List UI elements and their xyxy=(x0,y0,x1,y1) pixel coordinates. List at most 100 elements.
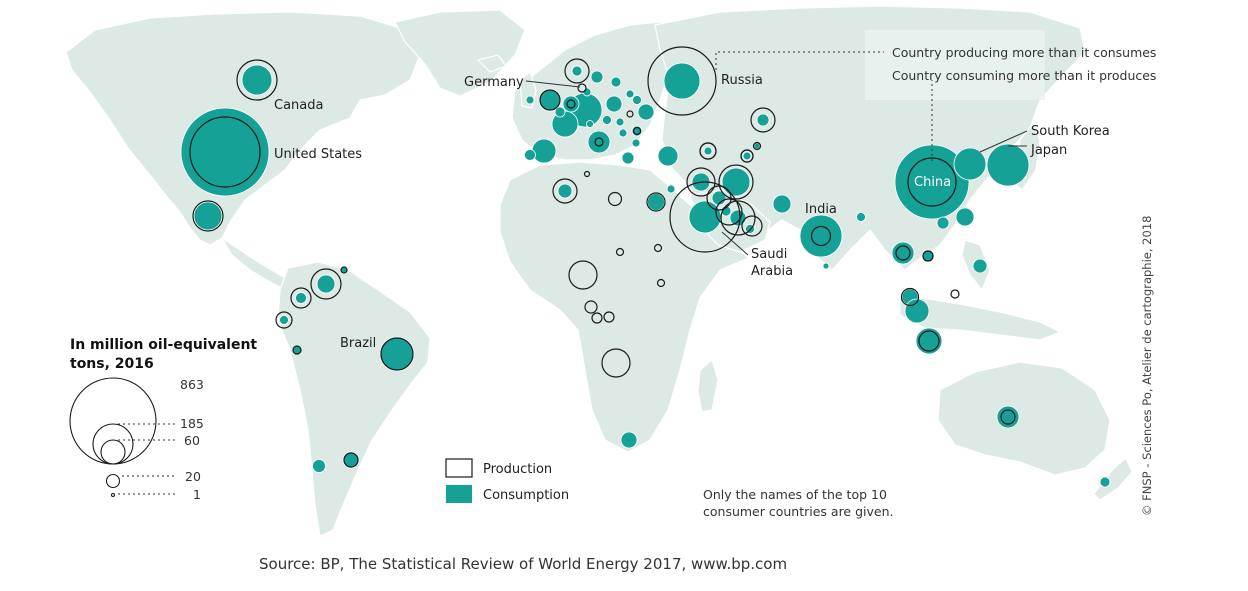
new-zealand-land xyxy=(1093,457,1133,501)
note-line1: Only the names of the top 10 xyxy=(703,487,887,502)
argentina-consumption xyxy=(342,451,360,469)
ireland-consumption xyxy=(525,95,535,105)
peru-production xyxy=(292,345,302,355)
turkmenistan-consumption xyxy=(742,151,752,161)
india-consumption xyxy=(799,214,843,258)
credit-text: © FNSP - Sciences Po, Atelier de cartogr… xyxy=(1140,216,1154,516)
germany-leader xyxy=(525,80,581,88)
south-korea-consumption xyxy=(953,147,987,181)
brunei-production xyxy=(950,289,960,299)
angola-production xyxy=(601,348,631,378)
saudi-consumption xyxy=(688,200,722,234)
congo-production xyxy=(603,311,615,323)
uae-consumption xyxy=(729,209,747,227)
czechia-consumption xyxy=(602,115,612,125)
nigeria-production xyxy=(568,260,598,290)
source-text: Source: BP, The Statistical Review of Wo… xyxy=(259,555,787,573)
label-brazil: Brazil xyxy=(340,336,376,351)
chile-consumption xyxy=(312,459,326,473)
legend-size-60: 60 xyxy=(184,433,200,448)
uk-consumption xyxy=(538,88,562,112)
size-legend: In million oil-equivalent tons, 2016 863… xyxy=(69,337,257,502)
syria-yemen-production xyxy=(699,142,717,160)
mexico-production xyxy=(192,200,224,232)
kuwait-production xyxy=(706,185,732,211)
legend-consumption-swatch xyxy=(446,485,472,503)
indonesia-production xyxy=(918,330,940,352)
annotation-producing-more: Country producing more than it consumes xyxy=(892,45,1156,60)
legend-circle-1 xyxy=(110,492,116,498)
belgium-consumption xyxy=(554,106,566,118)
bulgaria-consumption xyxy=(631,138,641,148)
south-korea-leader xyxy=(979,130,1028,153)
trinidad-production xyxy=(340,266,348,274)
producing-more-leader xyxy=(715,51,884,70)
usa-production xyxy=(189,116,261,188)
denmark-production xyxy=(577,83,587,93)
legend-size-863: 863 xyxy=(180,377,204,392)
hong-kong-consumption xyxy=(936,216,950,230)
madagascar-land xyxy=(697,358,719,413)
venezuela-consumption xyxy=(316,274,336,294)
egypt-production xyxy=(646,192,666,212)
production-rings xyxy=(189,46,1016,468)
pakistan-consumption xyxy=(772,194,792,214)
italy-consumption xyxy=(587,130,611,154)
romania-production xyxy=(632,126,642,136)
azerbaijan-consumption xyxy=(703,146,713,156)
chad-production xyxy=(615,247,625,257)
label-saudi-line2: Arabia xyxy=(751,264,793,279)
label-china: China xyxy=(914,175,951,190)
belarus-consumption xyxy=(632,95,642,105)
oman-production xyxy=(741,215,763,237)
bangladesh-consumption xyxy=(856,212,866,222)
brazil-production xyxy=(380,337,414,371)
new-zealand-consumption xyxy=(1099,476,1111,488)
libya-production xyxy=(607,191,623,207)
qatar-production xyxy=(715,198,743,226)
kuwait-consumption xyxy=(711,190,727,206)
colombia-consumption xyxy=(295,292,307,304)
iraq-production xyxy=(686,167,716,197)
label-india: India xyxy=(805,202,837,217)
portugal-consumption xyxy=(524,149,536,161)
ukraine-consumption xyxy=(637,103,655,121)
saudi-leader xyxy=(721,231,749,256)
uk-production xyxy=(539,89,561,111)
argentina-production xyxy=(343,452,359,468)
indonesia-land xyxy=(899,294,1062,341)
legend-production-swatch xyxy=(445,458,473,478)
canada-consumption xyxy=(241,64,273,96)
iran-production xyxy=(718,164,754,200)
hungary-consumption xyxy=(618,128,628,138)
australia-production xyxy=(1000,409,1016,425)
legend-circle-60 xyxy=(100,439,126,465)
uae-production xyxy=(720,200,756,236)
taiwan-consumption xyxy=(955,207,975,227)
label-russia: Russia xyxy=(721,73,763,88)
legend-size-185: 185 xyxy=(180,416,204,431)
israel-consumption xyxy=(666,184,676,194)
australia-land xyxy=(937,361,1111,476)
ecuador-production xyxy=(275,311,293,329)
algeria-consumption xyxy=(557,183,573,199)
poland-production xyxy=(626,110,634,118)
poland-consumption xyxy=(605,95,623,113)
vietnam-production xyxy=(922,250,934,262)
label-canada: Canada xyxy=(274,98,323,113)
china-production xyxy=(907,157,957,207)
algeria-production xyxy=(552,178,578,204)
philippines-consumption xyxy=(972,258,988,274)
turkey-consumption xyxy=(657,145,679,167)
norway-consumption xyxy=(571,65,583,77)
malaysia-production xyxy=(900,287,920,307)
label-germany: Germany xyxy=(464,75,524,90)
label-south-korea: South Korea xyxy=(1031,124,1110,139)
legend-circle-863 xyxy=(69,377,157,465)
venezuela-production xyxy=(310,268,342,300)
caspian-production xyxy=(740,149,754,163)
label-united-states: United States xyxy=(274,147,362,162)
vietnam-consumption xyxy=(921,249,935,263)
sri-lanka-consumption xyxy=(822,262,830,270)
